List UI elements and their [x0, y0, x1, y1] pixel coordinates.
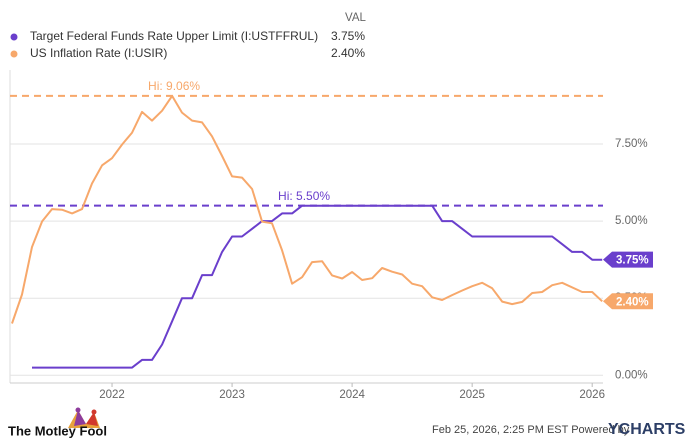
- end-tag: 3.75%: [603, 251, 653, 268]
- legend-label: US Inflation Rate (I:USIR): [30, 46, 167, 60]
- end-tag-label: 3.75%: [616, 255, 649, 267]
- brand: YCHARTS: [608, 421, 686, 438]
- end-tag-label: 2.40%: [616, 296, 649, 308]
- footer: The Motley Fool Feb 25, 2026, 2:25 PM ES…: [8, 407, 686, 438]
- high-label: Hi: 5.50%: [278, 189, 330, 203]
- legend-label: Target Federal Funds Rate Upper Limit (I…: [30, 29, 318, 43]
- end-tag: 2.40%: [603, 293, 653, 310]
- source: Feb 25, 2026, 2:25 PM EST Powered by: [432, 424, 630, 436]
- x-tick-label: 2022: [99, 389, 125, 401]
- series-line: [32, 204, 603, 369]
- legend-header: VAL: [345, 12, 366, 24]
- legend-marker: [10, 33, 18, 41]
- legend-value: 2.40%: [331, 46, 365, 60]
- x-tick-label: 2023: [219, 389, 245, 401]
- y-tick-label: 7.50%: [615, 138, 648, 150]
- publisher-logo: [68, 407, 100, 428]
- publisher: The Motley Fool: [8, 423, 107, 438]
- legend-marker: [10, 50, 18, 58]
- series-line: [11, 94, 603, 324]
- x-tick-label: 2024: [339, 389, 365, 401]
- x-tick-label: 2026: [579, 389, 605, 401]
- end-tag-shape: [603, 251, 653, 268]
- high-label: Hi: 9.06%: [148, 79, 200, 93]
- y-tick-label: 0.00%: [615, 369, 648, 381]
- x-tick-label: 2025: [459, 389, 485, 401]
- y-tick-label: 5.00%: [615, 215, 648, 227]
- legend-value: 3.75%: [331, 29, 365, 43]
- end-tag-shape: [603, 293, 653, 310]
